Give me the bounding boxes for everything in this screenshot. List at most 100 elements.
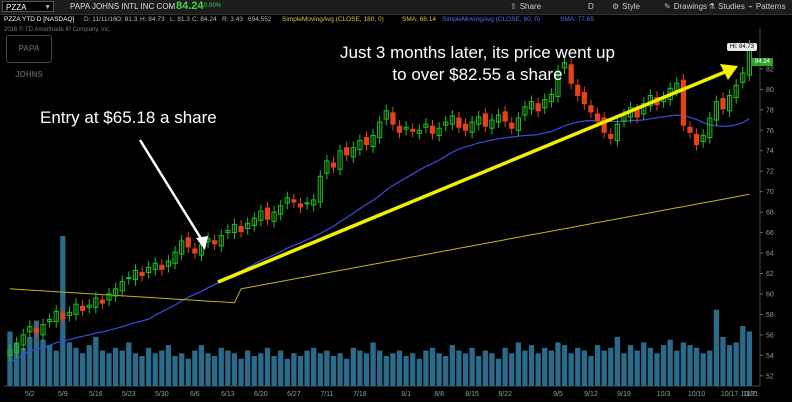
entry-arrow-head: [196, 236, 208, 250]
studies-button[interactable]: ⚗ Studies: [708, 2, 745, 11]
x-tick-label: 9/19: [617, 391, 631, 398]
candle-body: [99, 299, 106, 304]
pencil-icon: ✎: [664, 2, 671, 11]
candle-body: [462, 123, 469, 131]
volume-bar: [40, 339, 46, 386]
stat-low: L: 81.3: [170, 16, 190, 23]
candle-body: [687, 126, 693, 133]
volume-bar: [350, 347, 356, 386]
x-tick-label: 6/20: [254, 391, 268, 398]
candle-body: [159, 264, 165, 270]
symbol-input[interactable]: PZZA ▼: [2, 1, 54, 12]
volume-bar: [172, 356, 178, 386]
candle-body: [449, 115, 455, 125]
volume-bar: [317, 353, 323, 386]
share-icon: ⇪: [510, 2, 517, 11]
candle-body: [377, 121, 383, 138]
candle-body: [284, 197, 290, 204]
candle-body: [132, 269, 139, 281]
toolbar: PZZA ▼ PAPA JOHNS INTL INC COM 84.24 0.00…: [0, 0, 792, 15]
x-tick-label: 5/16: [89, 391, 103, 398]
candle-body: [390, 112, 396, 125]
x-tick-label: 5/23: [122, 391, 136, 398]
candle-body: [726, 95, 733, 112]
share-button[interactable]: ⇪ Share: [510, 2, 541, 11]
stat-date: D: 11/11/16: [84, 16, 117, 23]
candle-body: [297, 203, 304, 208]
last-price-tag: 84.24: [752, 58, 774, 66]
drawings-button[interactable]: ✎ Drawings: [664, 2, 707, 11]
style-button[interactable]: ⚙ Style: [612, 2, 640, 11]
candle-body: [693, 133, 700, 146]
candle-body: [119, 281, 125, 292]
y-tick-label: 72: [766, 169, 774, 176]
candle-body: [561, 62, 568, 69]
candle-body: [324, 160, 330, 174]
candle-body: [443, 121, 449, 126]
candle-body: [53, 310, 59, 323]
flask-icon: ⚗: [708, 2, 716, 11]
volume-bar: [231, 353, 238, 386]
candle-body: [608, 133, 614, 139]
candle-body: [403, 126, 409, 130]
volume-bar: [707, 350, 713, 386]
patterns-button[interactable]: ⌁ Patterns: [748, 2, 786, 11]
volume-bar: [324, 350, 330, 386]
last-price: 84.24: [176, 0, 204, 12]
volume-bar: [469, 347, 475, 386]
volume-bar: [495, 358, 502, 386]
volume-bar: [462, 353, 469, 386]
chart-name: PZZA YTD D [NASDAQ]: [4, 16, 75, 23]
volume-bar: [502, 347, 508, 386]
share-label: Share: [519, 2, 542, 11]
volume-bar: [522, 350, 528, 386]
candle-body: [713, 101, 720, 121]
timeframe-button[interactable]: D: [588, 2, 594, 11]
candle-body: [238, 225, 244, 233]
volume-bar: [304, 350, 310, 386]
volume-bar: [713, 309, 720, 386]
volume-bar: [509, 353, 515, 386]
status-bar: PZZA YTD D [NASDAQ] D: 11/11/16 O: 81.3 …: [0, 15, 792, 26]
y-tick-label: 66: [766, 230, 774, 237]
candle-body: [291, 199, 297, 203]
candle-body: [641, 103, 647, 115]
volume-bar: [436, 353, 442, 386]
volume-bar: [192, 350, 198, 386]
candle-body: [489, 119, 495, 129]
candle-body: [165, 260, 172, 267]
volume-bar: [660, 345, 667, 386]
volume-bar: [693, 347, 700, 386]
candle-body: [86, 304, 92, 308]
symbol-text: PZZA: [6, 3, 27, 12]
trend-arrow-head: [720, 64, 738, 80]
candle-body: [126, 277, 132, 280]
volume-bar: [575, 347, 581, 386]
volume-bar: [383, 356, 389, 386]
chevron-down-icon[interactable]: ▼: [44, 4, 51, 11]
volume-bar: [456, 350, 462, 386]
volume-bar: [535, 353, 541, 386]
volume-bar: [79, 353, 86, 386]
volume-bar: [608, 347, 614, 386]
candle-body: [278, 205, 284, 215]
volume-bar: [561, 345, 568, 386]
candle-body: [542, 99, 548, 109]
candle-body: [93, 297, 99, 308]
volume-bar: [152, 353, 158, 386]
volume-bar: [720, 336, 726, 386]
x-tick-label: 7/11: [320, 391, 333, 398]
volume-bar: [396, 350, 403, 386]
volume-bar: [344, 358, 350, 386]
volume-bar: [27, 336, 33, 386]
candle-body: [225, 230, 231, 234]
y-tick-label: 76: [766, 128, 774, 135]
later-annotation-line2: to over $82.55 a share: [392, 65, 563, 84]
candle-body: [528, 101, 535, 110]
volume-bar: [654, 353, 660, 386]
later-annotation-line1: Just 3 months later, its price went up: [340, 43, 615, 62]
volume-bar: [185, 358, 191, 386]
volume-bar: [489, 353, 495, 386]
candle-body: [264, 207, 271, 220]
